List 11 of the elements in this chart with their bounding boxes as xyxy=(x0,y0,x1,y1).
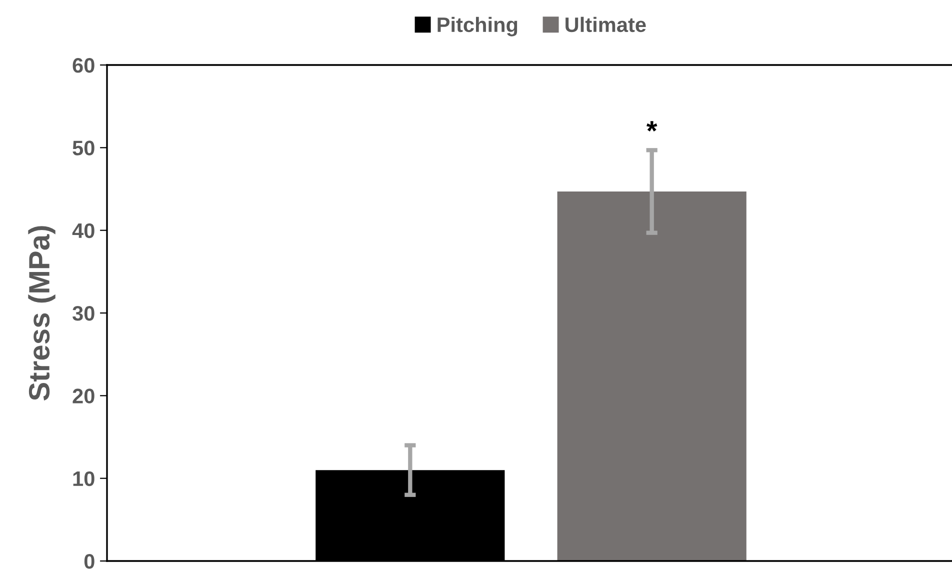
y-tick-label: 0 xyxy=(84,554,94,569)
legend-label: Pitching xyxy=(438,16,518,36)
y-axis-title: Stress (MPa) xyxy=(28,226,56,400)
y-tick-label: 30 xyxy=(72,306,94,321)
y-tick-label: 60 xyxy=(72,58,94,73)
legend-label: Ultimate xyxy=(566,16,646,32)
annotation: * xyxy=(646,121,658,132)
y-tick-label: 40 xyxy=(72,223,94,238)
y-tick-label: 10 xyxy=(73,471,94,486)
y-tick-label: 20 xyxy=(72,388,94,404)
y-tick-label: 50 xyxy=(72,140,94,156)
